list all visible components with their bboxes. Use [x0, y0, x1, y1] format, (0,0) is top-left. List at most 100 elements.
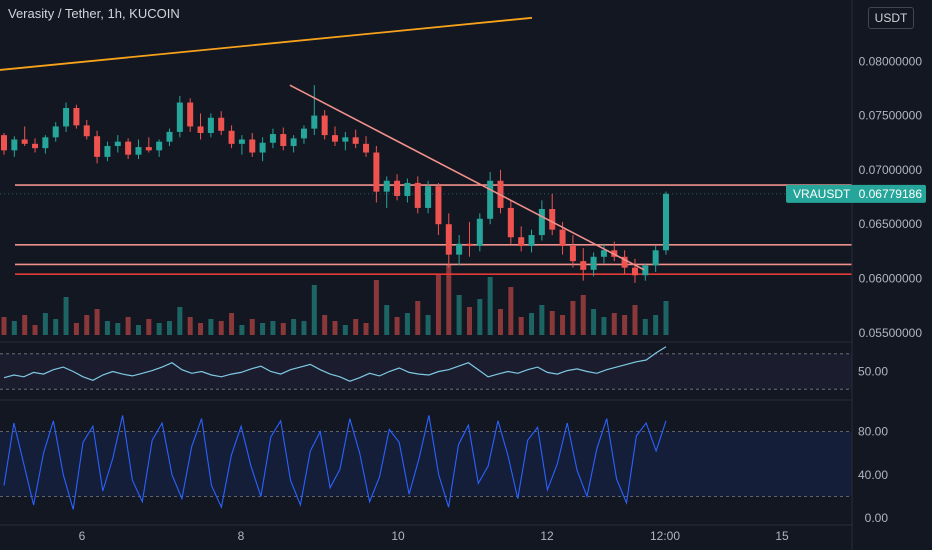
candle-body	[652, 250, 659, 266]
candle-body	[238, 139, 245, 144]
volume-bar	[280, 323, 286, 335]
candle-body	[11, 139, 18, 151]
volume-bar	[663, 301, 669, 335]
candle-body	[207, 117, 214, 133]
volume-bar	[146, 319, 152, 335]
candle-body	[528, 235, 535, 246]
candle-body	[425, 186, 432, 208]
candle-body	[83, 125, 90, 137]
volume-bar	[73, 323, 79, 335]
candle-body	[21, 139, 28, 144]
volume-bar	[591, 309, 597, 335]
volume-bar	[229, 313, 235, 335]
volume-bar	[549, 311, 555, 335]
rsi-line	[3, 346, 667, 382]
volume-bar	[508, 287, 514, 335]
price-tick-label: 0.05500000	[859, 326, 923, 340]
volume-bar	[560, 315, 566, 335]
candle-body	[269, 134, 276, 143]
volume-bar	[529, 313, 535, 335]
candle-body	[63, 107, 70, 127]
volume-bar	[249, 319, 255, 335]
rsi-tick-label: 50.00	[858, 365, 888, 379]
stoch-tick-label: 40.00	[858, 468, 888, 482]
volume-bar	[218, 321, 224, 335]
currency-selector[interactable]: USDT	[868, 7, 914, 29]
candle-body	[280, 134, 287, 146]
candle-body	[300, 128, 307, 139]
volume-bar	[466, 307, 472, 335]
volume-bar	[115, 323, 121, 335]
candle-body	[156, 141, 163, 151]
candle-body	[476, 218, 483, 246]
volume-bar	[456, 295, 462, 335]
candle-body	[404, 182, 411, 196]
volume-bar	[177, 307, 183, 335]
volume-bar	[135, 325, 141, 335]
rsi-panel	[0, 346, 852, 390]
time-tick-label: 15	[775, 529, 789, 543]
candle-body	[363, 143, 370, 153]
stochastic-panel	[0, 415, 852, 510]
candle-body	[663, 193, 669, 251]
volume-bar	[373, 280, 379, 335]
candle-body	[311, 115, 318, 129]
volume-bar	[322, 315, 328, 335]
volume-bar	[291, 319, 297, 335]
price-tick-label: 0.07500000	[859, 109, 923, 123]
volume-bar	[1, 317, 7, 335]
stoch-line	[3, 415, 667, 510]
candle-body	[176, 102, 183, 132]
volume-bar	[156, 323, 162, 335]
candle-body	[42, 137, 49, 149]
volume-bar	[332, 321, 338, 335]
volume-bar	[187, 317, 193, 335]
candle-body	[342, 137, 349, 142]
volume-bar	[301, 321, 307, 335]
time-tick-label: 10	[391, 529, 405, 543]
volume-bar	[42, 313, 48, 335]
volume-bar	[363, 323, 369, 335]
long-trendline	[0, 16, 533, 71]
volume-bar	[198, 323, 204, 335]
volume-bar	[477, 299, 483, 335]
candle-body	[445, 224, 452, 255]
candle-body	[549, 209, 556, 230]
candle-body	[507, 207, 514, 238]
candle-body	[414, 182, 421, 208]
volume-bar	[580, 295, 586, 335]
candle-body	[218, 117, 225, 131]
candle-body	[569, 245, 576, 262]
time-tick-label: 12	[540, 529, 554, 543]
candle-body	[259, 142, 266, 153]
candle-body	[94, 136, 101, 157]
candle-body	[600, 250, 607, 257]
candle-body	[373, 152, 380, 192]
candle-body	[125, 141, 132, 155]
volume-bar	[601, 317, 607, 335]
price-tag-bg	[786, 184, 926, 203]
volume-bar	[653, 315, 659, 335]
candle-body	[321, 115, 328, 136]
volume-bar	[125, 317, 131, 335]
volume-bar	[353, 319, 359, 335]
last-price-label: 0.06779186	[859, 187, 923, 201]
candle-body	[538, 209, 545, 236]
candle-body	[631, 267, 638, 276]
descending-trendline	[289, 84, 645, 271]
candle-body	[559, 229, 566, 246]
volume-bar	[642, 319, 648, 335]
volume-bar	[260, 323, 266, 335]
candle-body	[290, 138, 297, 146]
rsi-band	[0, 353, 852, 390]
volume-bar	[342, 325, 348, 335]
time-tick-label: 6	[79, 529, 86, 543]
volume-bar	[487, 277, 493, 335]
symbol-label: VRAUSDT	[793, 187, 851, 201]
volume-bar	[394, 317, 400, 335]
stoch-tick-label: 0.00	[865, 511, 889, 525]
candle-body	[518, 237, 525, 246]
volume-bar	[498, 309, 503, 335]
time-tick-label: 12:00	[650, 529, 680, 543]
